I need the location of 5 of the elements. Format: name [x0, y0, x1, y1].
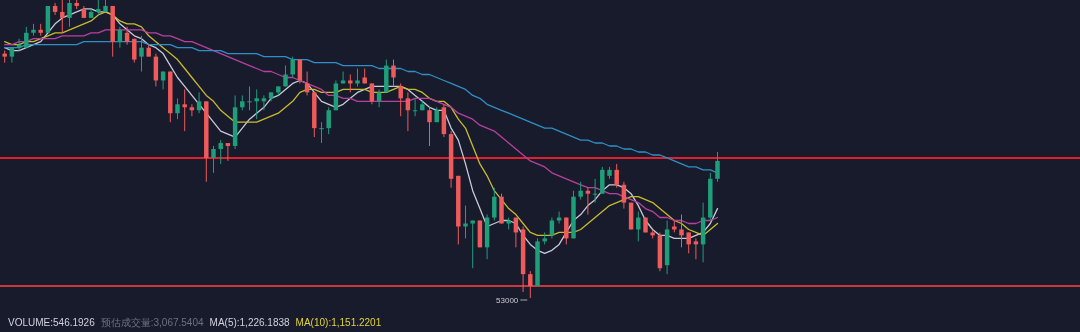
text: 预估成交量:3,067.5404 [100, 317, 204, 328]
text: MA(10):1,151.2201 [295, 317, 382, 328]
text: VOLUME:546.1926 [8, 317, 96, 328]
annotation: 53000 [496, 296, 519, 305]
text: MA(5):1,226.1838 [209, 317, 291, 328]
